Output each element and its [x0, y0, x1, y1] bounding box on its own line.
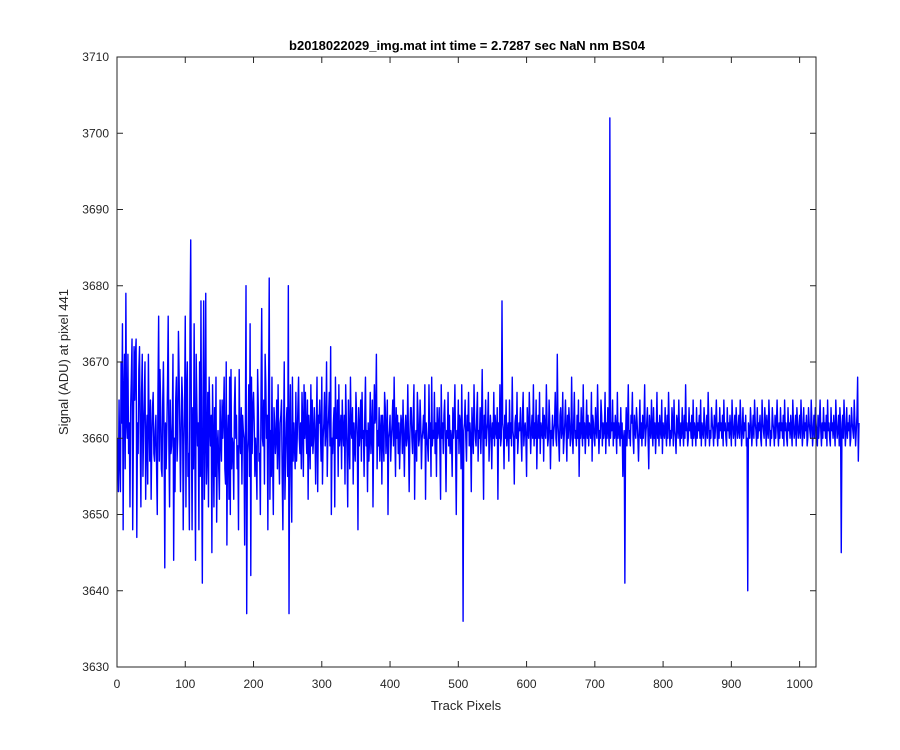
- y-tick-label: 3670: [82, 355, 109, 369]
- y-tick-label: 3660: [82, 431, 109, 445]
- y-tick-label: 3700: [82, 126, 109, 140]
- plot-area: [116, 117, 860, 622]
- x-tick-label: 900: [721, 677, 741, 691]
- y-tick-label: 3630: [82, 660, 109, 674]
- x-tick-label: 200: [244, 677, 264, 691]
- y-axis-label: Signal (ADU) at pixel 441: [56, 289, 71, 435]
- y-tick-label: 3640: [82, 584, 109, 598]
- x-tick-label: 100: [175, 677, 195, 691]
- x-tick-label: 600: [517, 677, 537, 691]
- series-line: [116, 117, 860, 622]
- x-axis: 0 100 200 300 400 500 600 700 800 900 1000: [114, 57, 813, 691]
- chart-title: b2018022029_img.mat int time = 2.7287 se…: [289, 38, 646, 53]
- y-tick-label: 3680: [82, 279, 109, 293]
- x-tick-label: 300: [312, 677, 332, 691]
- x-tick-label: 400: [380, 677, 400, 691]
- x-tick-label: 0: [114, 677, 121, 691]
- y-tick-label: 3710: [82, 50, 109, 64]
- y-axis: 3630 3640 3650 3660 3670 3680 3690 3700 3710: [82, 50, 816, 674]
- x-tick-label: 1000: [786, 677, 813, 691]
- y-tick-label: 3650: [82, 508, 109, 522]
- x-tick-label: 800: [653, 677, 673, 691]
- x-axis-label: Track Pixels: [431, 698, 502, 713]
- y-tick-label: 3690: [82, 203, 109, 217]
- x-tick-label: 700: [585, 677, 605, 691]
- x-tick-label: 500: [448, 677, 468, 691]
